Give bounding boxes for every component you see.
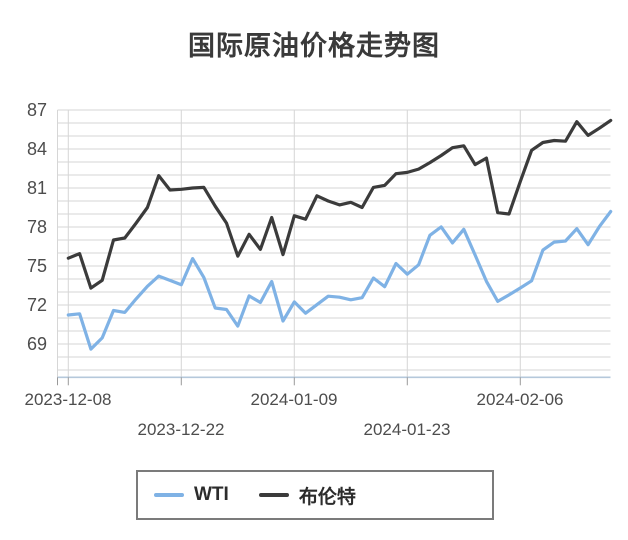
y-axis-label: 72 [26, 295, 47, 315]
y-axis-label: 75 [26, 256, 47, 276]
x-axis-label: 2023-12-22 [137, 420, 225, 439]
y-axis-label: 84 [26, 139, 47, 159]
legend-item-wti[interactable]: WTI [154, 484, 229, 506]
y-axis-label: 69 [26, 334, 47, 354]
wti-line[interactable] [66, 209, 613, 351]
legend-item-brent[interactable]: 布伦特 [258, 482, 356, 509]
legend: WTI 布伦特 [136, 470, 494, 520]
brent-line[interactable] [66, 118, 613, 290]
x-axis-label: 2024-02-06 [476, 390, 564, 409]
legend-label-wti: WTI [194, 484, 229, 505]
price-trend-chart[interactable] [0, 0, 628, 452]
wti-line-swatch [154, 493, 184, 497]
y-axis-label: 81 [26, 178, 47, 198]
x-axis-label: 2024-01-09 [250, 390, 338, 409]
legend-label-brent: 布伦特 [298, 486, 356, 508]
y-axis-label: 87 [26, 100, 47, 120]
x-axis-label: 2023-12-08 [24, 390, 112, 409]
chart-title: 国际原油价格走势图 [188, 31, 440, 61]
brent-line-swatch [258, 493, 289, 497]
x-axis-label: 2024-01-23 [363, 420, 451, 439]
y-axis-label: 78 [26, 217, 47, 237]
